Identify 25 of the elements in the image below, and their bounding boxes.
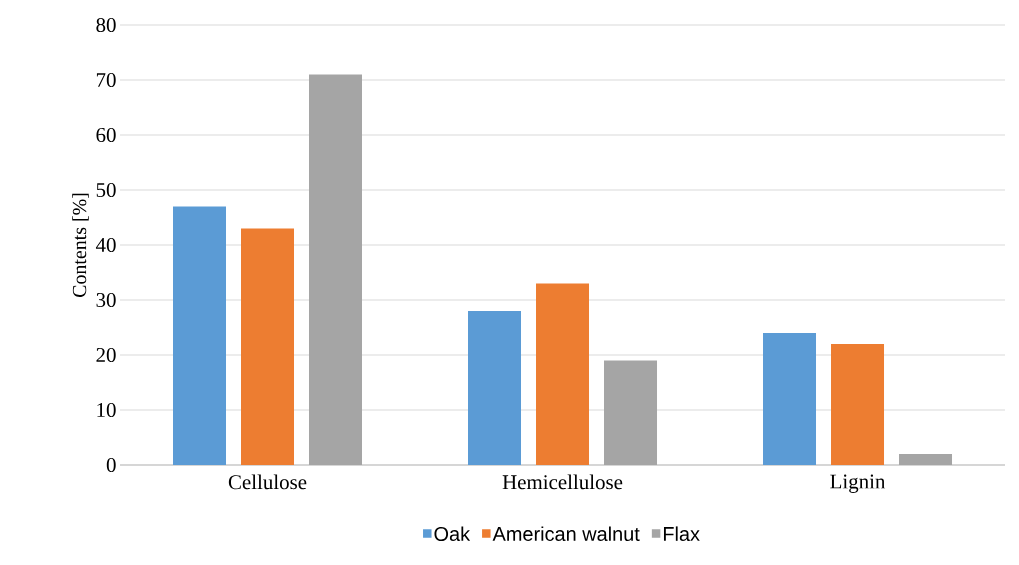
bar [468,311,521,465]
bar [763,333,817,465]
y-tick-label: 10 [97,402,116,418]
y-tick-label: 50 [96,182,116,198]
y-tick-label: 0 [106,457,116,473]
y-tick-label: 40 [95,237,116,253]
y-tick-label: 80 [96,17,116,33]
y-tick-label: 70 [96,72,116,88]
y-tick-label: 30 [96,292,116,308]
x-tick-label: Lignin [830,474,886,493]
x-tick-label: Cellulose [228,474,307,490]
legend-label: American walnut [492,526,640,542]
legend-label: Oak [434,526,471,542]
bar [604,360,658,465]
bar [831,344,885,465]
legend-label: Flax [663,526,700,542]
bar [309,74,362,465]
bar [536,283,590,465]
bar [899,454,953,465]
y-tick-label: 60 [96,127,116,143]
y-axis-title: Contents [%] [72,193,89,298]
x-tick-label: Hemicellulose [502,474,623,490]
bar [173,206,226,465]
y-tick-label: 20 [96,347,116,363]
bar [241,228,294,465]
